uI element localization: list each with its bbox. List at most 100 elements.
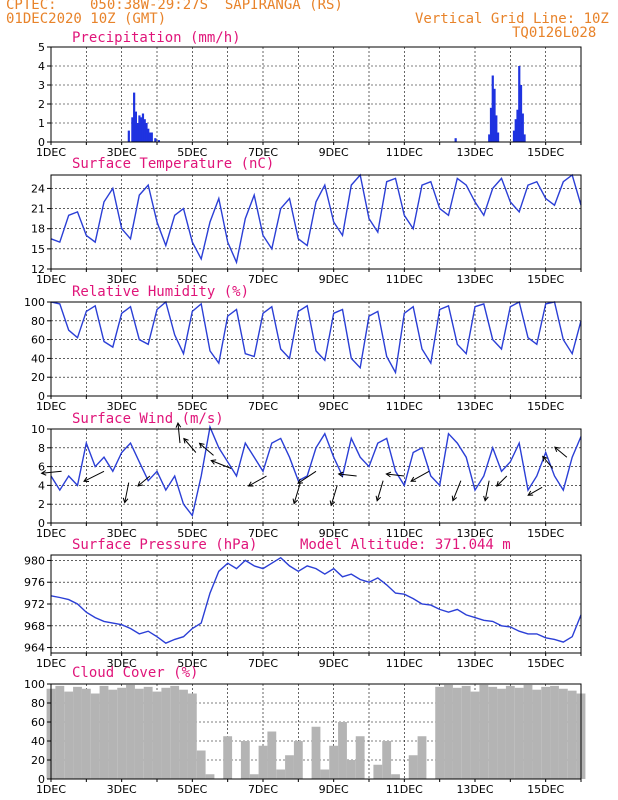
cloud-bar xyxy=(108,689,118,779)
rh-ytick-label: 80 xyxy=(31,315,45,328)
wind-arrow-head xyxy=(483,495,489,502)
cloud-xtick-label: 9DEC xyxy=(319,783,349,796)
cloud-bar xyxy=(64,691,74,779)
header-source: CPTEC: xyxy=(6,0,57,13)
precip-ytick-label: 2 xyxy=(38,98,45,111)
wind-arrow-head xyxy=(210,459,217,465)
rh-xtick-label: 1DEC xyxy=(36,400,66,413)
cloud-xtick-label: 15DEC xyxy=(527,783,564,796)
cloud-bar xyxy=(444,684,453,779)
cloud-bar xyxy=(143,686,153,779)
pres-ytick-label: 972 xyxy=(24,598,45,611)
wind-arrow xyxy=(330,485,338,506)
wind-arrow xyxy=(137,475,151,487)
cloud-bar xyxy=(338,722,347,779)
temp-ytick-label: 24 xyxy=(31,182,45,195)
wind-ytick-label: 2 xyxy=(38,498,45,511)
cloud-bar xyxy=(558,688,568,779)
wind-arrow-head xyxy=(554,446,560,453)
temp-ytick-label: 12 xyxy=(31,263,45,276)
precip-xtick-label: 9DEC xyxy=(319,146,349,159)
wind-arrow xyxy=(248,475,267,487)
precip-bar xyxy=(127,130,130,142)
pres-xtick-label: 13DEC xyxy=(456,657,493,670)
wind-ytick-label: 10 xyxy=(31,423,45,436)
wind-arrow xyxy=(452,480,462,501)
cloud-bar xyxy=(505,685,515,779)
pres-xtick-label: 5DEC xyxy=(177,657,207,670)
cloud-bar xyxy=(523,684,533,779)
pres-ytick-label: 964 xyxy=(24,642,45,655)
cloud-bar xyxy=(470,691,480,779)
pres-xtick-label: 3DEC xyxy=(107,657,137,670)
precip-bar xyxy=(147,128,150,142)
wind-xtick-label: 7DEC xyxy=(248,527,278,540)
cloud-bar xyxy=(285,755,294,779)
precip-bar xyxy=(136,123,139,142)
precip-ytick-label: 0 xyxy=(38,136,45,149)
cloud-bar xyxy=(567,690,577,779)
cloud-bar xyxy=(488,686,498,779)
cloud-bar xyxy=(497,688,506,779)
cloud-bar xyxy=(479,684,489,779)
cloud-xtick-label: 1DEC xyxy=(36,783,66,796)
precip-bar xyxy=(145,123,148,142)
precip-ytick-label: 4 xyxy=(38,60,45,73)
wind-arrow xyxy=(554,446,568,458)
cloud-frame xyxy=(50,683,582,780)
header-date: 01DEC2020 10Z (GMT) xyxy=(6,11,167,27)
cloud-ytick-label: 40 xyxy=(31,735,45,748)
rh-xtick-label: 5DEC xyxy=(177,400,207,413)
header-run-id: TQ0126L028 xyxy=(512,25,597,41)
precip-bar xyxy=(491,75,494,142)
cloud-bar xyxy=(550,685,559,779)
cloud-xtick-label: 11DEC xyxy=(386,783,423,796)
wind-xtick-label: 1DEC xyxy=(36,527,66,540)
wind-xtick-label: 15DEC xyxy=(527,527,564,540)
precip-ytick-label: 1 xyxy=(38,117,45,130)
wind-arrow-head xyxy=(40,470,47,476)
cloud-bar xyxy=(391,774,400,779)
cloud-bar xyxy=(90,693,100,779)
precip-bar xyxy=(519,85,523,142)
rh-xtick-label: 7DEC xyxy=(248,400,278,413)
wind-arrow xyxy=(484,480,490,501)
precip-bar xyxy=(496,132,500,142)
precip-bar xyxy=(134,111,137,142)
precip-bar xyxy=(488,134,491,142)
precip-bar xyxy=(512,130,516,142)
wind-xtick-label: 13DEC xyxy=(456,527,493,540)
temp-xtick-label: 9DEC xyxy=(319,273,349,286)
wind-arrow-head xyxy=(83,476,90,482)
pres-annotation: Model Altitude: 371.044 m xyxy=(300,537,511,553)
rh-xtick-label: 3DEC xyxy=(107,400,137,413)
cloud-bar xyxy=(346,760,356,779)
temp-ytick-label: 18 xyxy=(31,223,45,236)
wind-arrow-head xyxy=(375,495,382,502)
rh-ytick-label: 20 xyxy=(31,371,45,384)
wind-arrow xyxy=(183,438,197,453)
precip-bar xyxy=(133,92,136,142)
wind-arrow-head xyxy=(292,498,299,505)
cloud-bar xyxy=(99,685,109,779)
precip-xtick-label: 11DEC xyxy=(386,146,423,159)
wind-xtick-label: 5DEC xyxy=(177,527,207,540)
wind-xtick-label: 11DEC xyxy=(386,527,423,540)
wind-ytick-label: 6 xyxy=(38,461,45,474)
wind-arrow-head xyxy=(451,495,458,502)
cloud-title: Cloud Cover (%) xyxy=(72,665,198,681)
precip-xtick-label: 3DEC xyxy=(107,146,137,159)
wind-ytick-label: 8 xyxy=(38,442,45,455)
wind-xtick-label: 9DEC xyxy=(319,527,349,540)
precip-ytick-label: 5 xyxy=(38,41,45,54)
temp-xtick-label: 7DEC xyxy=(248,273,278,286)
precip-bar xyxy=(489,107,493,142)
cloud-bar xyxy=(514,687,524,779)
wind-ytick-label: 4 xyxy=(38,479,45,492)
pres-xtick-label: 9DEC xyxy=(319,657,349,670)
wind-arrow xyxy=(376,480,384,501)
wind-title: Surface Wind (m/s) xyxy=(72,411,224,427)
pres-xtick-label: 1DEC xyxy=(36,657,66,670)
cloud-ytick-label: 100 xyxy=(24,678,45,691)
cloud-bar xyxy=(329,745,339,779)
